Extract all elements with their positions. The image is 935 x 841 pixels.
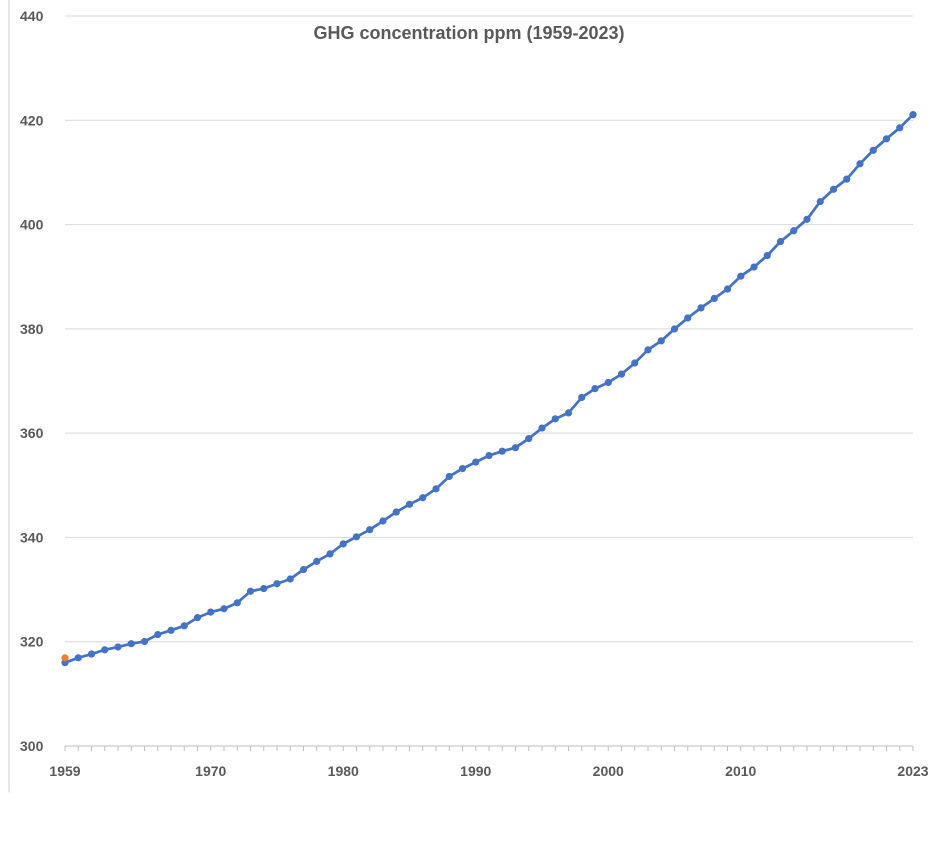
data-point bbox=[101, 646, 109, 654]
data-point bbox=[843, 175, 851, 183]
data-point bbox=[604, 378, 612, 387]
data-point bbox=[193, 614, 202, 622]
x-tick-label: 1970 bbox=[195, 763, 226, 779]
data-point bbox=[790, 227, 798, 235]
y-tick-label: 360 bbox=[20, 425, 44, 441]
data-point bbox=[896, 124, 904, 132]
data-point bbox=[869, 146, 877, 154]
data-point bbox=[525, 434, 533, 443]
data-point bbox=[803, 215, 811, 223]
data-point bbox=[286, 575, 294, 583]
data-point bbox=[445, 472, 453, 481]
data-point bbox=[127, 640, 135, 648]
data-point bbox=[776, 237, 785, 246]
data-point bbox=[591, 385, 599, 393]
y-tick-label: 340 bbox=[20, 529, 44, 545]
x-axis-tick-labels: 1959 1970 1980 1990 2000 2010 2023 bbox=[49, 763, 928, 779]
data-point bbox=[564, 409, 573, 417]
y-tick-label: 320 bbox=[20, 634, 44, 650]
data-point bbox=[273, 580, 281, 588]
x-tick-label: 2010 bbox=[725, 763, 756, 779]
data-point bbox=[617, 370, 626, 378]
data-point bbox=[74, 654, 82, 662]
data-point bbox=[750, 263, 758, 271]
data-point bbox=[207, 608, 215, 616]
data-point bbox=[485, 451, 493, 460]
data-point bbox=[220, 605, 228, 613]
data-point bbox=[644, 346, 652, 354]
data-point bbox=[419, 494, 427, 502]
data-point bbox=[551, 415, 559, 423]
data-point bbox=[498, 447, 506, 455]
data-point bbox=[882, 135, 891, 143]
data-point bbox=[246, 587, 255, 595]
data-point bbox=[260, 584, 268, 593]
data-point bbox=[180, 622, 188, 630]
data-point bbox=[366, 526, 374, 534]
data-point bbox=[233, 599, 241, 607]
data-point bbox=[909, 111, 917, 119]
data-point bbox=[856, 160, 864, 168]
data-point bbox=[816, 197, 824, 206]
y-tick-label: 300 bbox=[20, 738, 44, 754]
data-point bbox=[763, 251, 771, 260]
data-point bbox=[392, 508, 400, 516]
data-point bbox=[458, 465, 467, 473]
data-point bbox=[511, 444, 520, 452]
data-point bbox=[167, 626, 175, 634]
data-point bbox=[405, 500, 414, 508]
data-point bbox=[631, 359, 639, 367]
data-point bbox=[140, 637, 149, 646]
data-point bbox=[710, 294, 718, 303]
y-axis-tick-labels: 300 320 340 360 380 400 420 440 bbox=[20, 8, 44, 754]
data-point bbox=[737, 272, 745, 280]
x-axis bbox=[64, 745, 914, 751]
data-point bbox=[578, 393, 586, 402]
data-point bbox=[697, 304, 705, 312]
x-tick-label: 1980 bbox=[328, 763, 359, 779]
data-point bbox=[326, 550, 334, 558]
series-line bbox=[64, 113, 914, 664]
data-point bbox=[313, 557, 321, 565]
y-tick-label: 400 bbox=[20, 217, 44, 233]
data-point bbox=[657, 337, 665, 345]
data-point bbox=[87, 650, 96, 658]
data-point bbox=[432, 485, 440, 493]
gridlines bbox=[65, 15, 913, 643]
data-point bbox=[352, 533, 361, 541]
data-point bbox=[723, 285, 732, 293]
data-point bbox=[538, 424, 546, 432]
x-tick-label: 1990 bbox=[460, 763, 491, 779]
data-point bbox=[299, 565, 308, 574]
data-point bbox=[379, 517, 387, 525]
y-tick-label: 380 bbox=[20, 321, 44, 337]
x-tick-label: 2000 bbox=[593, 763, 624, 779]
data-point bbox=[339, 540, 347, 548]
data-point bbox=[472, 458, 480, 466]
data-point bbox=[670, 325, 679, 333]
data-point bbox=[114, 643, 122, 651]
series-co2 bbox=[61, 111, 917, 667]
data-point bbox=[684, 314, 692, 322]
y-tick-label: 420 bbox=[20, 112, 44, 128]
chart-title: GHG concentration ppm (1959-2023) bbox=[313, 23, 624, 43]
highlight-data-point bbox=[61, 654, 69, 662]
data-point bbox=[154, 630, 162, 639]
data-point bbox=[829, 185, 838, 193]
y-tick-label: 440 bbox=[20, 8, 44, 24]
x-tick-label: 2023 bbox=[897, 763, 928, 779]
x-tick-label: 1959 bbox=[49, 763, 80, 779]
